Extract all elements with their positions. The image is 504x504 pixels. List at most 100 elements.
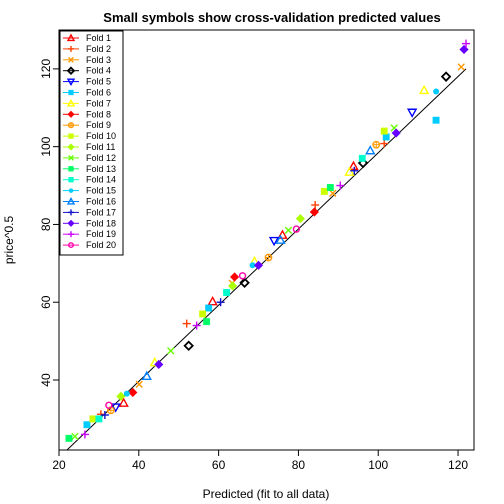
data-point [105, 401, 113, 409]
data-point [230, 272, 240, 282]
series-17 [100, 166, 359, 419]
legend-item: Fold 17 [63, 207, 116, 217]
data-point [71, 432, 79, 441]
data-point [199, 310, 207, 318]
legend-item: Fold 20 [63, 240, 116, 250]
legend-symbol [68, 89, 74, 96]
data-point [391, 128, 401, 138]
legend-symbol [67, 143, 75, 151]
x-tick-label: 80 [292, 458, 306, 472]
data-point [292, 225, 301, 233]
data-point [440, 71, 452, 82]
legend-item: Fold 13 [63, 164, 116, 174]
legend-symbol [67, 219, 75, 227]
legend-item: Fold 15 [63, 186, 116, 196]
data-point [462, 39, 471, 48]
legend-label: Fold 1 [86, 33, 111, 43]
legend-label: Fold 13 [86, 164, 116, 174]
series-20 [105, 225, 301, 409]
legend-label: Fold 9 [86, 120, 111, 130]
legend-item: Fold 8 [63, 109, 111, 119]
legend-label: Fold 16 [86, 197, 116, 207]
legend-item: Fold 12 [63, 153, 116, 163]
data-point [207, 296, 218, 306]
legend-item: Fold 11 [63, 142, 115, 152]
plot-frame [58, 29, 475, 451]
legend-item: Fold 14 [63, 175, 116, 185]
legend-item: Fold 7 [63, 98, 111, 108]
data-point [135, 380, 143, 388]
data-point [183, 340, 194, 352]
legend-symbol [67, 122, 75, 129]
legend-symbol [68, 155, 74, 161]
data-point [433, 88, 440, 95]
y-axis: 40 60 80 100 120 [39, 59, 59, 387]
series-15 [123, 88, 440, 397]
legend-label: Fold 12 [86, 153, 116, 163]
data-point [95, 415, 103, 423]
legend-symbol [68, 177, 74, 183]
data-point [205, 304, 213, 312]
legend-item: Fold 5 [63, 77, 111, 87]
data-point [320, 187, 328, 195]
data-point [238, 272, 247, 280]
data-point [348, 160, 359, 171]
data-point [350, 166, 359, 175]
data-point [141, 370, 152, 381]
data-point [216, 298, 225, 307]
legend-item: Fold 6 [63, 88, 111, 98]
legend-label: Fold 3 [86, 55, 111, 65]
data-point [100, 411, 109, 419]
x-tick-label: 120 [448, 458, 468, 472]
legend-symbol [66, 98, 76, 107]
x-axis-label: Predicted (fit to all data) [203, 487, 330, 501]
data-point [277, 229, 288, 239]
data-point [406, 108, 418, 118]
data-point [167, 347, 175, 355]
legend-label: Fold 7 [86, 98, 111, 108]
chart-title: Small symbols show cross-validation pred… [103, 10, 440, 25]
data-point [65, 434, 73, 442]
data-point [418, 84, 430, 95]
x-tick-label: 60 [212, 458, 226, 472]
data-point [203, 318, 211, 326]
series-13 [65, 184, 334, 442]
data-point [336, 181, 345, 190]
series-4 [183, 71, 452, 352]
legend-symbol [68, 209, 74, 216]
data-point [311, 201, 320, 209]
series-16 [141, 145, 376, 381]
data-point [128, 387, 138, 398]
data-point [329, 189, 337, 198]
data-point [223, 289, 231, 296]
data-point [275, 234, 286, 244]
legend-label: Fold 8 [86, 109, 111, 119]
data-point [380, 127, 388, 135]
data-point [253, 260, 264, 270]
y-tick-label: 80 [39, 217, 53, 231]
series-1 [118, 160, 359, 407]
data-point [264, 253, 273, 262]
legend-label: Fold 18 [86, 218, 116, 228]
data-point [372, 140, 381, 149]
x-axis: 20 40 60 80 100 120 [52, 450, 468, 472]
data-point [459, 44, 469, 55]
legend-item: Fold 19 [63, 229, 116, 239]
data-point [123, 390, 130, 397]
data-point [83, 421, 91, 429]
legend-item: Fold 3 [63, 55, 111, 65]
y-axis-label: price^0.5 [2, 216, 16, 265]
y-tick-label: 100 [39, 136, 53, 156]
data-point [380, 139, 389, 148]
series-11 [116, 214, 305, 401]
legend-item: Fold 16 [63, 197, 116, 207]
legend-label: Fold 5 [86, 77, 111, 87]
x-tick-label: 40 [132, 458, 146, 472]
series-10 [89, 127, 388, 423]
legend-symbol [68, 242, 74, 249]
legend-item: Fold 9 [63, 120, 111, 130]
data-point [118, 397, 129, 407]
y-tick-label: 60 [39, 295, 53, 309]
series-6 [83, 116, 440, 429]
